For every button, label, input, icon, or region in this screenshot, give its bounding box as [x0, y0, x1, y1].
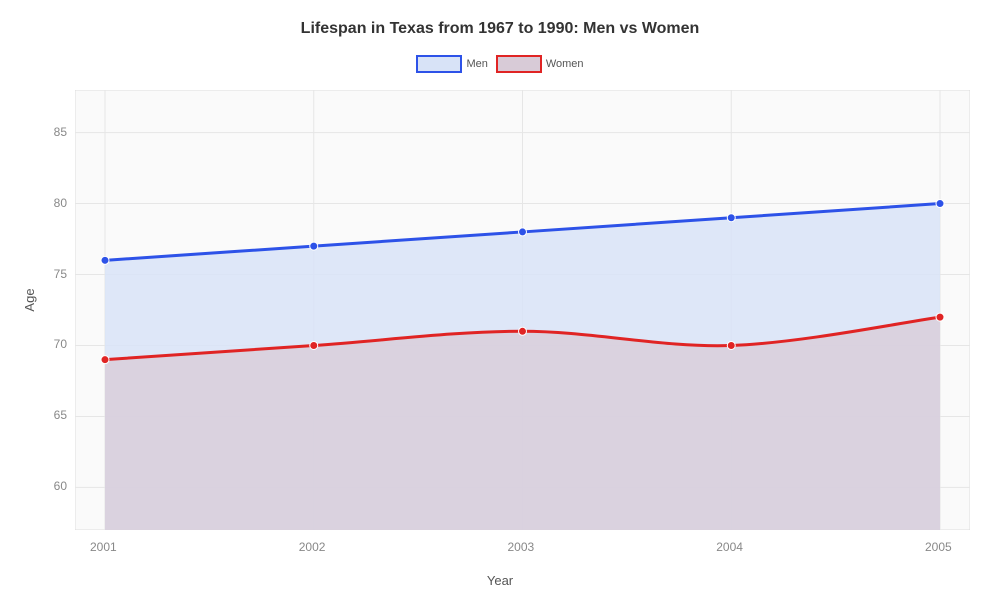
- marker-women[interactable]: [519, 327, 527, 335]
- marker-women[interactable]: [101, 356, 109, 364]
- chart-container: Lifespan in Texas from 1967 to 1990: Men…: [0, 0, 1000, 600]
- y-tick-label: 85: [54, 125, 67, 139]
- chart-title: Lifespan in Texas from 1967 to 1990: Men…: [0, 20, 1000, 38]
- plot-area: [75, 90, 970, 530]
- y-axis-label: Age: [22, 288, 37, 311]
- marker-men[interactable]: [727, 214, 735, 222]
- marker-men[interactable]: [936, 200, 944, 208]
- marker-women[interactable]: [936, 313, 944, 321]
- marker-men[interactable]: [310, 242, 318, 250]
- x-tick-label: 2005: [925, 540, 952, 554]
- x-tick-label: 2004: [716, 540, 743, 554]
- legend-label: Women: [546, 58, 584, 70]
- legend-swatch: [496, 55, 542, 73]
- y-tick-label: 75: [54, 267, 67, 281]
- x-axis-label: Year: [487, 573, 513, 588]
- legend-item[interactable]: Women: [496, 55, 584, 73]
- marker-women[interactable]: [310, 341, 318, 349]
- x-tick-label: 2002: [299, 540, 326, 554]
- x-tick-label: 2003: [508, 540, 535, 554]
- marker-men[interactable]: [519, 228, 527, 236]
- y-tick-label: 70: [54, 337, 67, 351]
- legend-swatch: [416, 55, 462, 73]
- x-tick-label: 2001: [90, 540, 117, 554]
- legend: Men Women: [0, 55, 1000, 73]
- legend-item[interactable]: Men: [416, 55, 487, 73]
- legend-label: Men: [466, 58, 487, 70]
- marker-men[interactable]: [101, 256, 109, 264]
- y-tick-label: 60: [54, 479, 67, 493]
- y-tick-label: 80: [54, 196, 67, 210]
- y-tick-label: 65: [54, 408, 67, 422]
- marker-women[interactable]: [727, 341, 735, 349]
